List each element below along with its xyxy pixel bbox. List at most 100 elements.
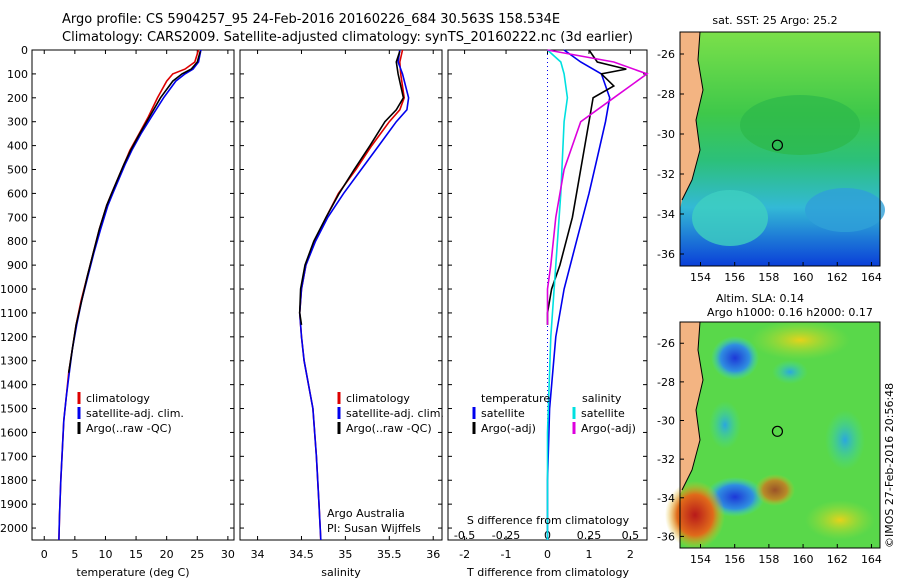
sla-map: [665, 320, 881, 549]
series-s-argo: [546, 49, 649, 325]
lat-tick-label: -30: [657, 128, 675, 141]
depth-tick-label: 1900: [0, 498, 28, 511]
lon-tick-label: 164: [861, 553, 882, 566]
lat-tick-label: -34: [657, 492, 675, 505]
x-tick-label: 34: [251, 548, 265, 561]
x-tick-label: -2: [459, 548, 470, 561]
legend-satellite-label: satellite-adj. clim.: [86, 407, 184, 420]
legend-salinity-title: salinity: [582, 392, 622, 405]
series-satellite-adj-clim-: [58, 49, 202, 541]
temperature-xlabel: temperature (deg C): [76, 566, 189, 579]
s-difference-xlabel: S difference from climatology: [467, 514, 630, 527]
x-tick-label: 30: [221, 548, 235, 561]
depth-tick-label: 1200: [0, 331, 28, 344]
depth-tick-label: 1500: [0, 403, 28, 416]
salinity-xlabel: salinity: [321, 566, 361, 579]
t-difference-xlabel: T difference from climatology: [466, 566, 629, 579]
lat-tick-label: -32: [657, 168, 675, 181]
lon-tick-label: 160: [793, 553, 814, 566]
lon-tick-label: 154: [690, 271, 711, 284]
x-tick-label: 15: [129, 548, 143, 561]
sla-map-frame: [679, 321, 881, 549]
legend-satellite-label: satellite-adj. clim.: [346, 407, 444, 420]
s-diff-tick-label: 0.25: [577, 529, 602, 542]
depth-tick-label: 1400: [0, 379, 28, 392]
lon-tick-label: 158: [758, 271, 779, 284]
depth-tick-label: 600: [7, 187, 28, 200]
sla-high-patch: [750, 320, 850, 360]
series-t-argo: [546, 49, 627, 325]
x-tick-label: 1: [585, 548, 592, 561]
depth-tick-label: 1100: [0, 307, 28, 320]
legend-temperature-title: temperature: [481, 392, 550, 405]
lon-tick-label: 162: [827, 271, 848, 284]
sst-argo-location-marker: [771, 139, 784, 151]
salinity-plot-frame: [239, 49, 443, 541]
depth-tick-label: 400: [7, 140, 28, 153]
x-tick-label: 2: [627, 548, 634, 561]
legend-argo-label: Argo(..raw -QC): [346, 422, 432, 435]
series-satellite-adj-clim-: [298, 49, 410, 541]
sla-cyan-patch: [772, 360, 808, 384]
sla-high-patch-south: [755, 474, 795, 506]
lat-tick-label: -26: [657, 48, 675, 61]
depth-tick-label: 800: [7, 235, 28, 248]
difference-legend: temperature satellite Argo(-adj) salinit…: [472, 392, 636, 435]
sst-cool-patch: [692, 190, 768, 246]
annotation-argo-australia: Argo Australia: [327, 507, 405, 520]
lat-tick-label: -28: [657, 88, 675, 101]
salinity-legend: climatology satellite-adj. clim. Argo(..…: [327, 392, 444, 535]
sst-warm-patch: [740, 95, 860, 155]
header-line-1: Argo profile: CS 5904257_95 24-Feb-2016 …: [62, 12, 560, 27]
depth-tick-label: 300: [7, 116, 28, 129]
x-tick-label: 10: [98, 548, 112, 561]
sla-land-australia: [680, 322, 703, 495]
sla-map-title-1: Altim. SLA: 0.14: [716, 292, 804, 305]
x-tick-label: 0: [41, 548, 48, 561]
legend-s-argo-label: Argo(-adj): [581, 422, 636, 435]
series-s-satellite: [546, 49, 569, 540]
x-tick-label: 34.5: [289, 548, 314, 561]
series-argo: [298, 50, 405, 326]
s-diff-tick-label: -0.25: [492, 529, 520, 542]
depth-tick-label: 900: [7, 259, 28, 272]
sst-land-australia: [680, 32, 703, 210]
lat-tick-label: -32: [657, 453, 675, 466]
sla-low-eddy-north: [711, 336, 759, 380]
sst-map-ticks: 154 156 158 160 162 164 -26 -28 -30 -32 -34 -36: [657, 48, 882, 284]
lat-tick-label: -34: [657, 208, 675, 221]
lat-tick-label: -36: [657, 248, 675, 261]
depth-tick-label: 1600: [0, 426, 28, 439]
legend-climatology-label: climatology: [86, 392, 150, 405]
lon-tick-label: 156: [724, 553, 745, 566]
lat-tick-label: -26: [657, 337, 675, 350]
s-diff-tick-label: 0.5: [622, 529, 640, 542]
lon-tick-label: 160: [793, 271, 814, 284]
sst-map-frame: [679, 31, 881, 267]
x-tick-label: 35: [338, 548, 352, 561]
x-tick-label: 0: [544, 548, 551, 561]
x-tick-label: 35.5: [377, 548, 402, 561]
depth-tick-label: 2000: [0, 522, 28, 535]
series-argo: [67, 50, 202, 373]
sla-yellow-patch: [805, 500, 875, 540]
x-tick-label: -1: [501, 548, 512, 561]
depth-tick-label: 1800: [0, 474, 28, 487]
depth-tick-label: 200: [7, 92, 28, 105]
profile-curves: [58, 49, 649, 541]
sla-cyan-patch-east: [825, 410, 865, 470]
lon-tick-label: 154: [690, 553, 711, 566]
lat-tick-label: -28: [657, 376, 675, 389]
depth-tick-label: 100: [7, 68, 28, 81]
x-tick-label: 5: [71, 548, 78, 561]
sst-cool-patch-east: [805, 188, 885, 232]
s-diff-tick-label: -0.5: [454, 529, 475, 542]
depth-tick-label: 0: [21, 44, 28, 57]
depth-tick-label: 1700: [0, 450, 28, 463]
x-tick-label: 36: [426, 548, 440, 561]
legend-argo-label: Argo(..raw -QC): [86, 422, 172, 435]
legend-climatology-label: climatology: [346, 392, 410, 405]
temperature-legend: climatology satellite-adj. clim. Argo(..…: [77, 392, 184, 435]
